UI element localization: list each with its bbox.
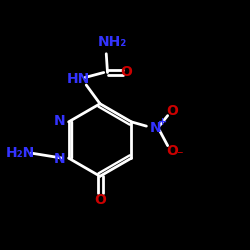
Text: O: O	[120, 66, 132, 80]
Text: HN: HN	[67, 72, 90, 86]
Text: O: O	[167, 104, 178, 118]
Text: O: O	[167, 144, 178, 158]
Text: O: O	[94, 193, 106, 207]
Text: N: N	[54, 114, 66, 128]
Text: +: +	[158, 117, 167, 127]
Text: ⁻: ⁻	[176, 148, 183, 162]
Text: H₂N: H₂N	[6, 146, 34, 160]
Text: N: N	[149, 121, 161, 135]
Text: NH₂: NH₂	[98, 36, 127, 50]
Text: N: N	[54, 152, 66, 166]
